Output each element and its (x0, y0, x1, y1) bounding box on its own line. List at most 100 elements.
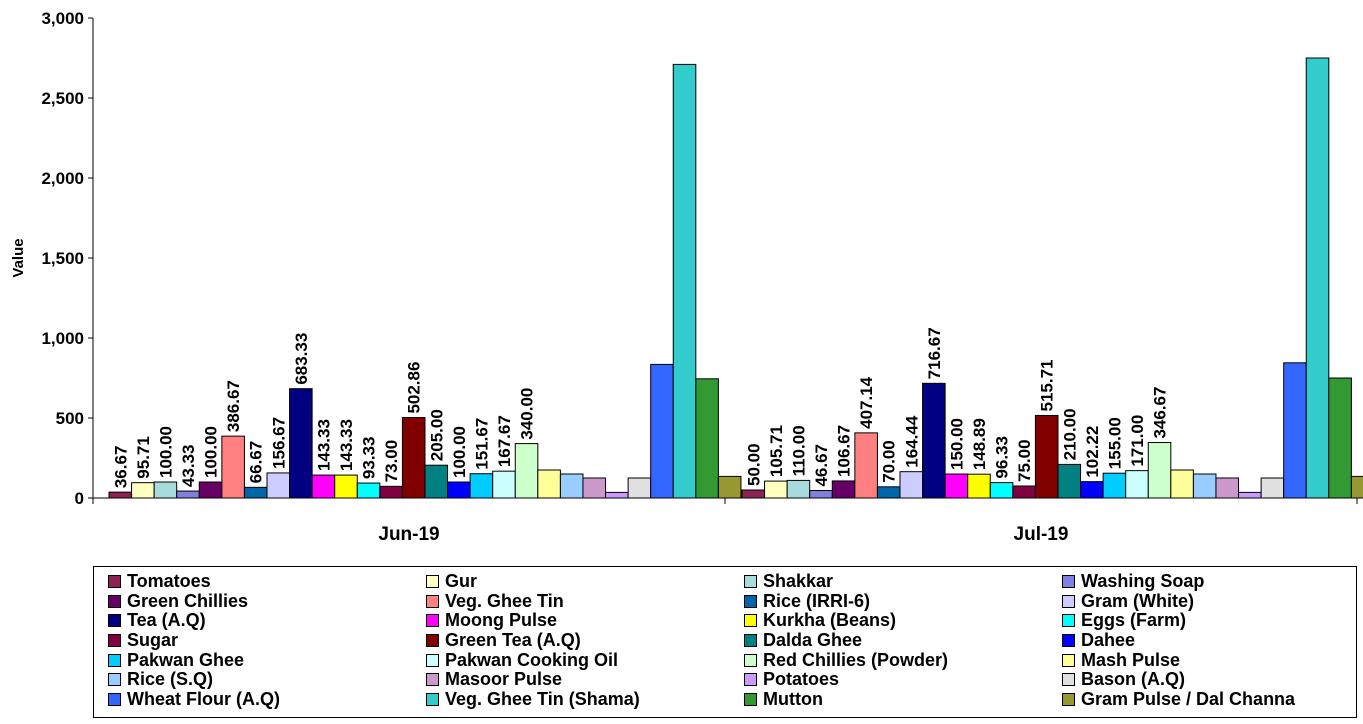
bar (831, 480, 856, 499)
data-label: 148.89 (970, 418, 989, 470)
y-tick-label: 500 (56, 409, 84, 428)
legend-item: Dalda Ghee (744, 631, 1062, 651)
x-tick-label: Jul-19 (1014, 524, 1069, 545)
legend-label: Tomatoes (127, 571, 211, 592)
data-label: 46.67 (812, 444, 831, 487)
x-tick-label: Jun-19 (378, 524, 439, 545)
bar (447, 481, 471, 499)
legend-item: Moong Pulse (426, 611, 744, 631)
bar (1080, 481, 1104, 499)
data-label: 75.00 (1015, 439, 1034, 482)
bar (764, 480, 788, 499)
legend-label: Masoor Pulse (445, 669, 563, 690)
bar (786, 479, 811, 499)
legend-item: Dahee (1062, 631, 1362, 651)
legend-label: Pakwan Cooking Oil (445, 649, 619, 670)
data-label: 151.67 (472, 418, 491, 470)
legend-swatch (426, 692, 439, 706)
data-label: 66.67 (247, 441, 266, 484)
legend-item: Bason (A.Q) (1062, 670, 1362, 690)
bar (289, 388, 313, 499)
bar (1305, 57, 1330, 499)
legend: Tomatoes Gur Shakkar Washing Soap Green Chil… (93, 566, 1357, 718)
legend-swatch (426, 575, 439, 589)
bar (1260, 477, 1285, 499)
bar (809, 490, 833, 499)
legend-swatch (1062, 575, 1075, 589)
legend-item: Gram Pulse / Dal Channa (1062, 688, 1362, 710)
data-label: 515.71 (1038, 359, 1057, 411)
bar (1057, 463, 1082, 499)
data-label: 407.14 (857, 376, 876, 429)
bar (153, 481, 178, 499)
data-label: 150.00 (947, 418, 966, 470)
data-label: 95.71 (134, 436, 153, 479)
legend-item: Veg. Ghee Tin (Shama) (426, 689, 744, 710)
bar (922, 382, 946, 499)
data-label: 100.00 (156, 426, 175, 478)
legend-label: Kurkha (Beans) (763, 610, 897, 631)
legend-swatch (744, 634, 757, 648)
data-label: 100.00 (202, 426, 221, 478)
legend-label: Veg. Ghee Tin (445, 590, 564, 611)
bar (1125, 470, 1149, 499)
bar (1238, 491, 1262, 499)
data-label: 167.67 (495, 415, 514, 467)
bar (514, 443, 539, 499)
bar (582, 477, 607, 499)
legend-label: Washing Soap (1081, 571, 1205, 592)
data-label: 205.00 (427, 409, 446, 461)
bar (334, 474, 358, 499)
legend-label: Gur (445, 571, 478, 592)
data-label: 171.00 (1128, 415, 1147, 467)
bar (605, 491, 629, 499)
bar (176, 490, 200, 499)
data-label: 156.67 (269, 417, 288, 469)
data-label: 43.33 (179, 445, 198, 488)
legend-label: Dahee (1081, 630, 1136, 651)
legend-swatch (108, 673, 121, 687)
legend-label: Rice (S.Q) (127, 669, 214, 690)
data-label: 36.67 (111, 446, 130, 489)
legend-swatch (108, 634, 121, 648)
data-label: 155.00 (1105, 417, 1124, 469)
legend-swatch (1062, 614, 1075, 628)
y-tick-label: 2,500 (41, 89, 84, 108)
legend-label: Gram Pulse / Dal Channa (1081, 688, 1296, 709)
bar (1283, 362, 1307, 499)
legend-label: Wheat Flour (A.Q) (127, 688, 280, 709)
legend-swatch (744, 673, 757, 687)
legend-swatch (1062, 673, 1075, 687)
bar (1192, 473, 1217, 499)
legend-swatch (426, 634, 439, 648)
bar (1102, 472, 1127, 499)
legend-label: Bason (A.Q) (1081, 669, 1186, 690)
legend-swatch (108, 575, 121, 589)
bar (537, 469, 561, 499)
legend-swatch (744, 594, 757, 608)
bar (424, 464, 449, 499)
bar (1147, 442, 1172, 499)
legend-item: Pakwan Cooking Oil (426, 650, 744, 670)
legend-swatch (108, 692, 121, 706)
legend-swatch (1062, 653, 1075, 667)
chart: 0 500 1,000 1,500 2,000 2,500 3,000 Jun-19 Jul-1… (10, 9, 1363, 545)
legend-swatch (1062, 634, 1075, 648)
legend-item: Gram (White) (1062, 590, 1362, 612)
y-tick-label: 3,000 (41, 9, 84, 28)
legend-label: Gram (White) (1081, 590, 1195, 611)
legend-swatch (426, 653, 439, 667)
data-label: 210.00 (1060, 408, 1079, 460)
legend-swatch (108, 653, 121, 667)
data-label: 93.33 (360, 437, 379, 480)
legend-item: Eggs (Farm) (1062, 611, 1362, 631)
bar (221, 435, 245, 499)
y-axis-label: Value (10, 238, 27, 277)
bar (695, 378, 719, 499)
legend-label: Green Tea (A.Q) (445, 630, 581, 651)
data-label: 73.00 (382, 440, 401, 483)
bar (266, 472, 291, 499)
legend-swatch (744, 692, 757, 706)
bar (627, 477, 652, 499)
